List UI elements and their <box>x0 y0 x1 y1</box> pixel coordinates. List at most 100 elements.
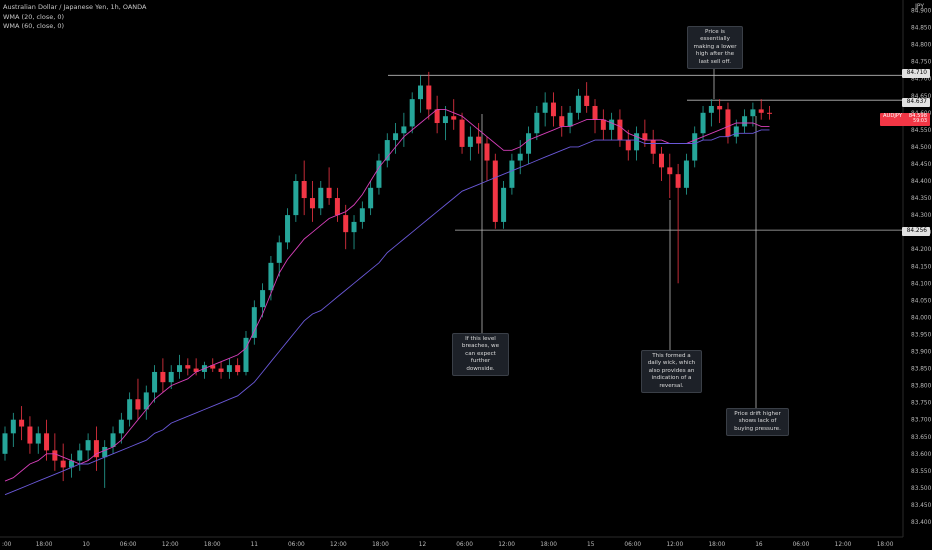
candle-body <box>301 181 307 199</box>
candle-body <box>526 133 532 154</box>
candle-body <box>251 307 257 338</box>
time-tick-label: 06:00 <box>793 542 810 548</box>
candle-body <box>60 460 66 468</box>
price-tick-label: 84.900 <box>911 9 932 15</box>
price-tag-high: 84.710 <box>902 69 930 78</box>
candle-body <box>600 119 606 130</box>
time-tick-label: 18:00 <box>540 542 557 548</box>
price-tick-label: 84.500 <box>911 145 932 151</box>
candle-body <box>617 119 623 141</box>
candle-body <box>143 392 149 410</box>
candle-body <box>667 167 673 175</box>
candle-body <box>534 112 540 134</box>
candle-body <box>168 371 174 383</box>
candle-body <box>85 440 91 451</box>
candle-body <box>609 119 615 130</box>
time-axis: :00 18:00 10 06:00 12:00 18:00 11 06:00 12:00 18:… <box>2 542 894 548</box>
annotation-daily-wick[interactable]: This formed a daily wick, which also pro… <box>641 350 702 394</box>
candle-body <box>733 126 739 137</box>
candle-body <box>351 221 357 233</box>
candle-body <box>193 368 199 372</box>
candles <box>2 71 773 488</box>
current-symbol: AUDJPY <box>883 113 903 119</box>
time-tick-label: 06:00 <box>288 542 305 548</box>
candle-body <box>19 419 25 427</box>
candle-body <box>501 187 507 222</box>
candle-body <box>476 136 482 144</box>
annotation-lower-high[interactable]: Price is essentially making a lower high… <box>687 26 743 70</box>
candle-body <box>683 160 689 188</box>
annotation-level-breach[interactable]: If this level breaches, we can expect fu… <box>452 333 509 377</box>
price-tick-label: 84.700 <box>911 77 932 83</box>
candle-body <box>293 181 299 216</box>
candle-body <box>767 112 773 114</box>
candle-body <box>434 109 440 124</box>
candle-body <box>35 433 41 444</box>
wma20-legend[interactable]: WMA (20, close, 0) <box>3 12 65 21</box>
price-tick-label: 84.650 <box>911 94 932 100</box>
time-tick-label: :00 <box>2 542 12 548</box>
candle-body <box>152 371 158 393</box>
time-tick-label: 15 <box>587 542 595 548</box>
candle-body <box>2 433 8 454</box>
wma60-legend[interactable]: WMA (60, close, 0) <box>3 22 65 30</box>
candle-body <box>68 460 74 468</box>
candle-body <box>393 133 399 141</box>
candle-body <box>218 368 224 372</box>
candle-body <box>658 153 664 168</box>
candle-body <box>334 198 340 216</box>
candle-body <box>44 433 50 451</box>
price-tick-label: 84.350 <box>911 196 932 202</box>
horizontal-levels <box>388 74 903 231</box>
time-tick-label: 06:00 <box>456 542 473 548</box>
price-tick-label: 84.450 <box>911 162 932 168</box>
candle-body <box>235 365 241 372</box>
price-tick-label: 84.300 <box>911 213 932 219</box>
candle-body <box>359 208 365 222</box>
price-tick-label: 84.100 <box>911 281 932 287</box>
candle-body <box>285 215 291 243</box>
time-tick-label: 18:00 <box>877 542 894 548</box>
price-tick-label: 83.650 <box>911 435 932 441</box>
price-tick-label: 83.750 <box>911 401 932 407</box>
candle-body <box>401 126 407 134</box>
candle-body <box>318 187 324 209</box>
moving-averages <box>4 108 770 496</box>
annotation-price-drift[interactable]: Price drift higher shows lack of buying … <box>726 408 789 437</box>
time-tick-label: 12:00 <box>498 542 515 548</box>
time-tick-label: 18:00 <box>204 542 221 548</box>
time-tick-label: 12 <box>419 542 427 548</box>
candle-body <box>442 116 448 124</box>
candle-body <box>542 102 548 113</box>
price-tick-label: 84.550 <box>911 128 932 134</box>
candle-body <box>77 450 83 461</box>
time-tick-label: 18:00 <box>708 542 725 548</box>
candle-body <box>717 105 723 110</box>
price-tick-label: 83.850 <box>911 367 932 373</box>
chart-legend: Australian Dollar / Japanese Yen, 1h, OA… <box>3 3 146 32</box>
candle-body <box>135 399 141 410</box>
time-tick-label: 12:00 <box>162 542 179 548</box>
candle-body <box>27 426 33 444</box>
candle-body <box>692 133 698 161</box>
candle-body <box>725 109 731 137</box>
candle-body <box>517 153 523 161</box>
candle-body <box>185 365 191 369</box>
time-tick-label: 06:00 <box>624 542 641 548</box>
candle-body <box>484 143 490 161</box>
candle-body <box>110 433 116 447</box>
candle-body <box>451 116 457 120</box>
candle-body <box>634 133 640 151</box>
price-tick-label: 84.750 <box>911 60 932 66</box>
price-tick-label: 84.000 <box>911 315 932 321</box>
price-tick-label: 84.850 <box>911 26 932 32</box>
candle-body <box>426 85 432 110</box>
wma60-line <box>4 129 770 496</box>
candle-body <box>708 105 714 113</box>
price-tick-label: 83.900 <box>911 350 932 356</box>
candle-body <box>509 160 515 188</box>
candle-body <box>326 187 332 199</box>
candle-body <box>758 109 764 113</box>
